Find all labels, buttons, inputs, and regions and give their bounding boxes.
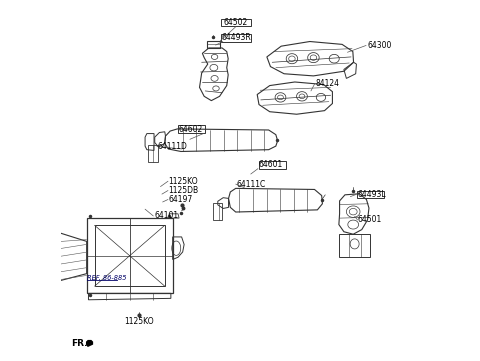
Text: 64602: 64602 xyxy=(179,125,203,134)
Text: 1125DB: 1125DB xyxy=(168,186,199,195)
Text: 1125KO: 1125KO xyxy=(168,177,198,186)
Text: 64111C: 64111C xyxy=(237,179,265,188)
Text: 1125KO: 1125KO xyxy=(124,317,154,326)
Bar xyxy=(221,34,251,42)
Text: 64502: 64502 xyxy=(224,18,248,27)
Text: 64101: 64101 xyxy=(154,212,178,221)
Text: 64197: 64197 xyxy=(168,195,192,204)
Bar xyxy=(339,234,371,257)
Text: FR.: FR. xyxy=(71,339,87,348)
Text: 64493L: 64493L xyxy=(358,190,386,199)
Bar xyxy=(357,191,384,199)
Text: 64111D: 64111D xyxy=(157,142,188,151)
Text: 64601: 64601 xyxy=(259,160,283,169)
Text: 84124: 84124 xyxy=(316,79,340,88)
Bar xyxy=(147,145,158,162)
Bar xyxy=(259,161,286,169)
Text: 64501: 64501 xyxy=(358,215,382,224)
Bar xyxy=(214,203,222,220)
Text: REF. 86-885: REF. 86-885 xyxy=(87,275,126,281)
Bar xyxy=(178,125,205,133)
Bar xyxy=(221,18,251,26)
Text: 64493R: 64493R xyxy=(221,33,251,42)
Polygon shape xyxy=(86,340,93,347)
Text: 64300: 64300 xyxy=(367,41,392,50)
